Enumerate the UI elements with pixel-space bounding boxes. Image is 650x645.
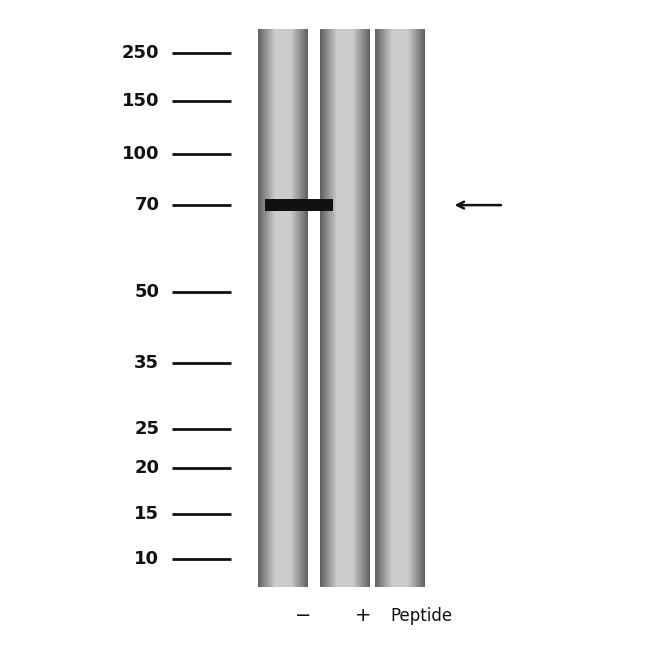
Text: 10: 10 [135,550,159,568]
Text: −: − [295,606,312,626]
Text: 250: 250 [122,44,159,62]
Text: 150: 150 [122,92,159,110]
Text: 70: 70 [135,196,159,214]
Text: 15: 15 [135,505,159,523]
Text: Peptide: Peptide [390,607,452,625]
Text: 100: 100 [122,144,159,163]
Text: 50: 50 [135,283,159,301]
Text: 35: 35 [135,354,159,372]
Text: 25: 25 [135,420,159,438]
Bar [265,199,333,211]
Text: 20: 20 [135,459,159,477]
Text: +: + [354,606,371,626]
